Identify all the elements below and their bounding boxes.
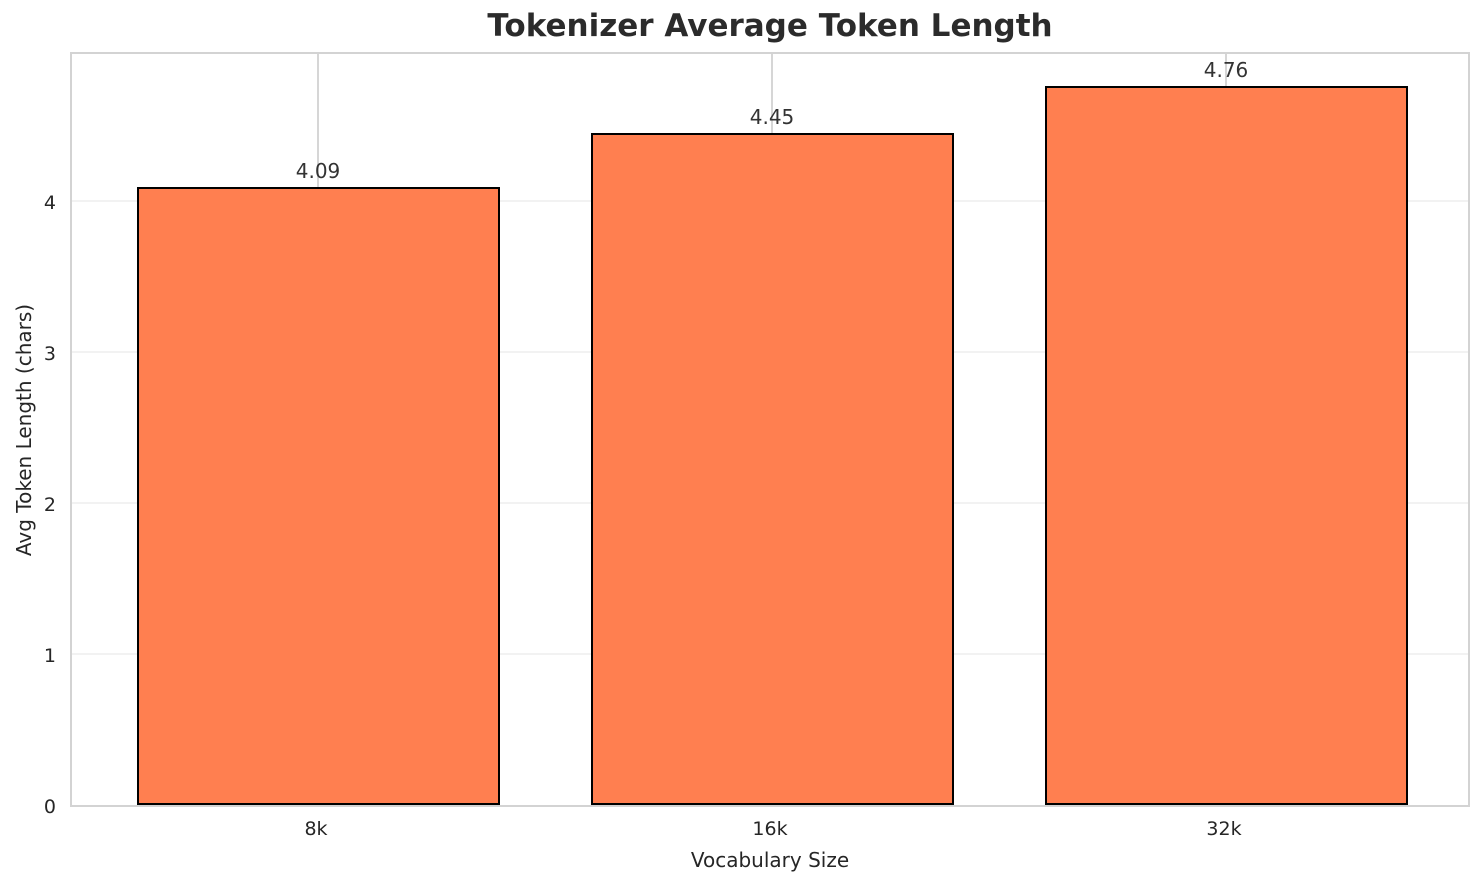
y-tick-label: 4 [43,192,56,214]
bar-16k [590,133,954,805]
bar-value-label: 4.45 [749,105,795,130]
y-tick-label: 1 [43,645,56,667]
x-tick-label: 8k [304,818,328,840]
y-axis-label: Avg Token Length (chars) [12,303,36,557]
x-tick-label: 32k [1206,818,1242,840]
x-tick-label: 16k [752,818,788,840]
chart-title: Tokenizer Average Token Length [487,8,1053,44]
bar-8k [136,187,500,805]
bar-32k [1044,86,1408,805]
x-axis-label: Vocabulary Size [690,848,850,872]
y-tick-label: 0 [43,796,56,818]
plot-area: 4.09 4.45 4.76 [70,52,1470,807]
y-tick-label: 2 [43,494,56,516]
y-tick-label: 3 [43,343,56,365]
bar-value-label: 4.76 [1203,58,1249,83]
bar-value-label: 4.09 [295,159,341,184]
